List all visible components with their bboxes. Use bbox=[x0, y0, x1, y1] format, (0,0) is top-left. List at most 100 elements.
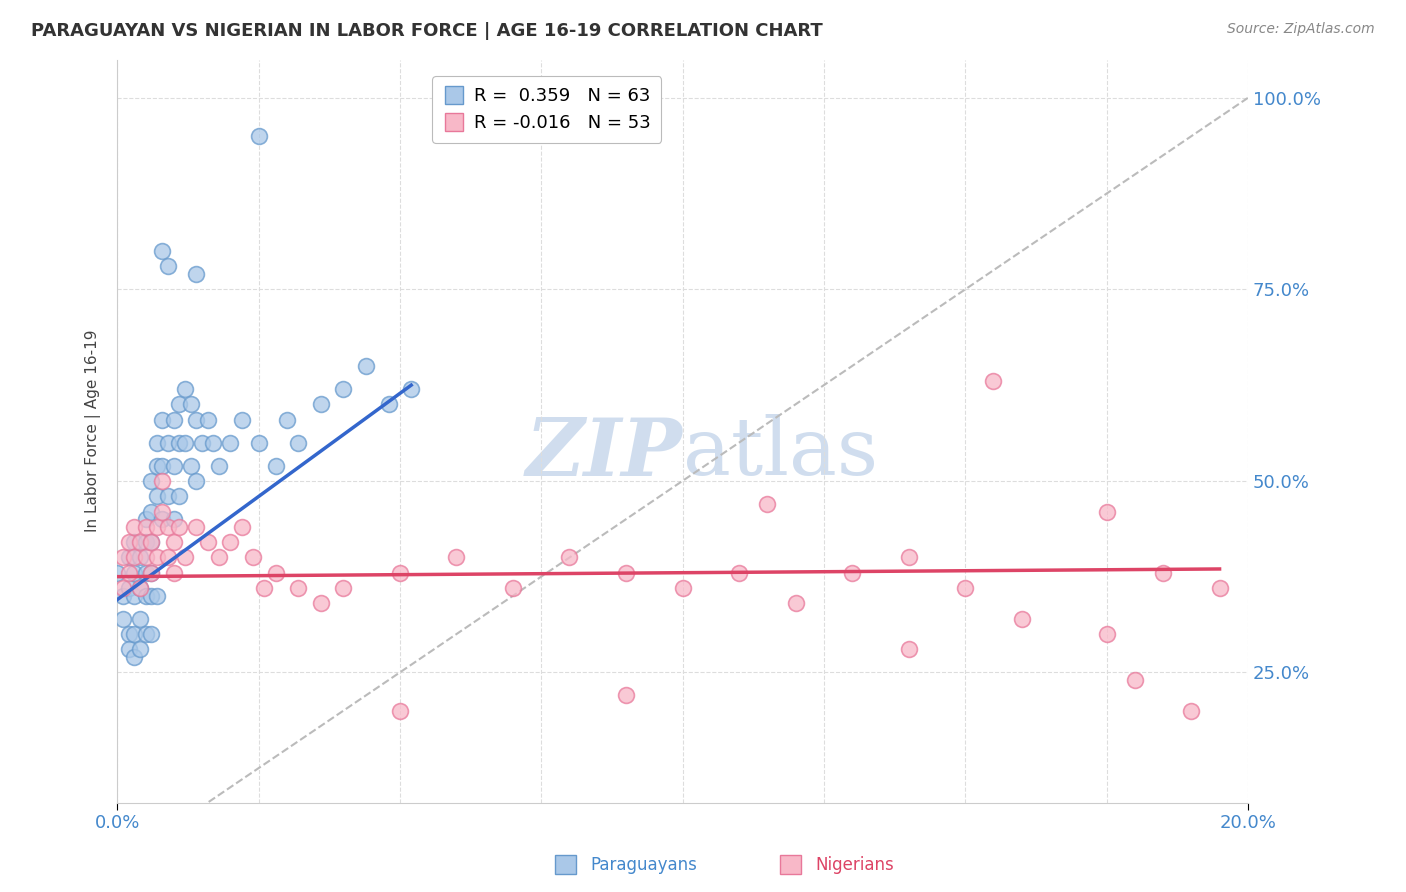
Point bbox=[157, 260, 180, 274]
Point bbox=[208, 458, 231, 473]
Text: Paraguayans: Paraguayans bbox=[591, 856, 697, 874]
Point bbox=[332, 581, 354, 595]
Point bbox=[614, 566, 637, 580]
Point bbox=[128, 642, 150, 657]
Point bbox=[128, 535, 150, 549]
Point bbox=[728, 566, 751, 580]
Point bbox=[152, 474, 174, 488]
Point bbox=[186, 520, 208, 534]
Point bbox=[141, 535, 163, 549]
Point bbox=[157, 489, 180, 503]
Point bbox=[111, 550, 134, 565]
Point bbox=[122, 589, 145, 603]
Point bbox=[446, 550, 468, 565]
Point bbox=[180, 397, 202, 411]
Point bbox=[122, 520, 145, 534]
Point bbox=[1152, 566, 1174, 580]
Point bbox=[163, 412, 186, 426]
Point bbox=[756, 497, 779, 511]
Point bbox=[146, 520, 169, 534]
Point bbox=[135, 520, 157, 534]
Point bbox=[1095, 627, 1118, 641]
Point bbox=[163, 535, 186, 549]
Text: ZIP: ZIP bbox=[526, 415, 682, 492]
Point bbox=[247, 129, 270, 144]
Point bbox=[128, 612, 150, 626]
Point bbox=[287, 581, 309, 595]
Point bbox=[186, 412, 208, 426]
Point bbox=[242, 550, 264, 565]
Point bbox=[163, 512, 186, 526]
Point bbox=[122, 566, 145, 580]
Point bbox=[146, 435, 169, 450]
Point bbox=[186, 267, 208, 281]
Point bbox=[399, 382, 422, 396]
Point bbox=[671, 581, 693, 595]
Point bbox=[197, 412, 219, 426]
Point bbox=[146, 458, 169, 473]
Point bbox=[122, 535, 145, 549]
Point bbox=[377, 397, 399, 411]
Y-axis label: In Labor Force | Age 16-19: In Labor Force | Age 16-19 bbox=[86, 330, 101, 533]
Point bbox=[219, 435, 242, 450]
Text: PARAGUAYAN VS NIGERIAN IN LABOR FORCE | AGE 16-19 CORRELATION CHART: PARAGUAYAN VS NIGERIAN IN LABOR FORCE | … bbox=[31, 22, 823, 40]
Point bbox=[897, 642, 920, 657]
Point bbox=[135, 627, 157, 641]
Point bbox=[141, 474, 163, 488]
Point bbox=[128, 581, 150, 595]
Text: Nigerians: Nigerians bbox=[815, 856, 894, 874]
Point bbox=[253, 581, 276, 595]
Point bbox=[122, 627, 145, 641]
Point bbox=[157, 435, 180, 450]
Point bbox=[169, 435, 191, 450]
Point bbox=[332, 382, 354, 396]
Point bbox=[231, 520, 253, 534]
Point bbox=[1095, 504, 1118, 518]
Point bbox=[309, 597, 332, 611]
Point bbox=[174, 435, 197, 450]
Point bbox=[163, 566, 186, 580]
Point bbox=[152, 512, 174, 526]
Point bbox=[841, 566, 863, 580]
Point bbox=[1180, 704, 1202, 718]
Point bbox=[309, 397, 332, 411]
Point bbox=[152, 412, 174, 426]
Point bbox=[163, 458, 186, 473]
Point bbox=[197, 535, 219, 549]
Point bbox=[157, 550, 180, 565]
Point bbox=[983, 374, 1005, 388]
Point bbox=[152, 458, 174, 473]
Point bbox=[502, 581, 524, 595]
Point bbox=[208, 550, 231, 565]
Point bbox=[135, 589, 157, 603]
Point bbox=[152, 504, 174, 518]
Point bbox=[117, 642, 139, 657]
Point bbox=[135, 535, 157, 549]
Point bbox=[146, 550, 169, 565]
Point bbox=[111, 589, 134, 603]
Point bbox=[191, 435, 214, 450]
Point bbox=[264, 566, 287, 580]
Point bbox=[141, 627, 163, 641]
Point bbox=[169, 520, 191, 534]
Point bbox=[231, 412, 253, 426]
Legend: R =  0.359   N = 63, R = -0.016   N = 53: R = 0.359 N = 63, R = -0.016 N = 53 bbox=[432, 76, 661, 143]
Point bbox=[186, 474, 208, 488]
Point bbox=[122, 550, 145, 565]
Point bbox=[785, 597, 807, 611]
Point bbox=[117, 581, 139, 595]
Point bbox=[117, 627, 139, 641]
Point bbox=[146, 589, 169, 603]
Point bbox=[287, 435, 309, 450]
Point bbox=[111, 612, 134, 626]
Point bbox=[141, 566, 163, 580]
Point bbox=[264, 458, 287, 473]
Point bbox=[105, 566, 128, 580]
Point bbox=[141, 504, 163, 518]
Point bbox=[354, 359, 377, 373]
Point bbox=[169, 489, 191, 503]
Point bbox=[117, 550, 139, 565]
Point bbox=[122, 650, 145, 665]
Point bbox=[157, 520, 180, 534]
Text: Source: ZipAtlas.com: Source: ZipAtlas.com bbox=[1227, 22, 1375, 37]
